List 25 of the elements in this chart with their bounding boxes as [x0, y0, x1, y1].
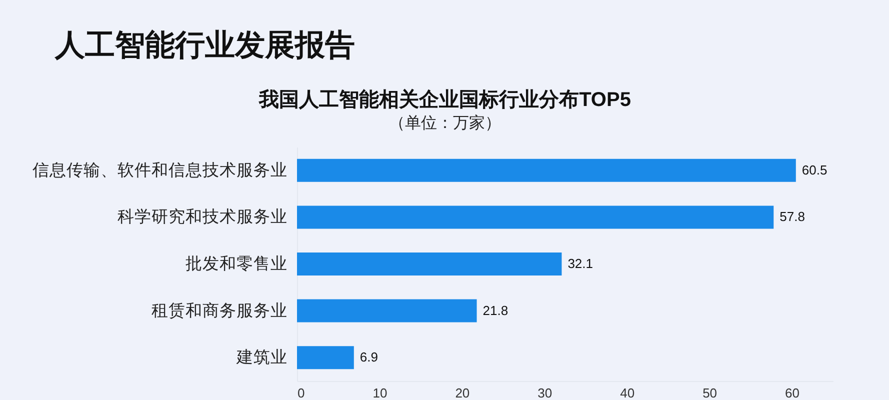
x-tick-label: 0	[298, 386, 305, 400]
y-tick-label: 科学研究和技术服务业	[118, 207, 288, 226]
bar	[297, 206, 774, 229]
bar	[297, 252, 562, 276]
x-tick-label: 50	[702, 386, 718, 400]
data-label: 6.9	[360, 350, 378, 365]
data-label: 60.5	[802, 162, 828, 178]
text: 人工智能行业发展报告	[54, 29, 355, 62]
chart-subtitle: （单位：万家）	[389, 114, 501, 132]
bar	[297, 158, 796, 182]
y-tick-label: 建筑业	[236, 348, 288, 367]
data-label: 21.8	[482, 302, 508, 318]
y-tick-label: 信息传输、软件和信息技术服务业	[32, 160, 288, 180]
x-tick-label: 10	[372, 386, 388, 400]
y-tick-label: 批发和零售业	[186, 254, 288, 273]
x-tick-label: 40	[620, 386, 635, 400]
bar	[297, 346, 354, 370]
chart-title: 我国人工智能相关企业国标行业分布TOP5	[258, 88, 631, 111]
data-label: 57.8	[780, 209, 805, 224]
data-label: 32.1	[568, 256, 594, 271]
x-tick-label: 30	[538, 386, 552, 400]
x-tick-label: 20	[455, 386, 470, 400]
x-tick-label: 60	[785, 386, 800, 400]
bar	[297, 299, 477, 322]
y-tick-label: 租赁和商务服务业	[152, 300, 288, 320]
